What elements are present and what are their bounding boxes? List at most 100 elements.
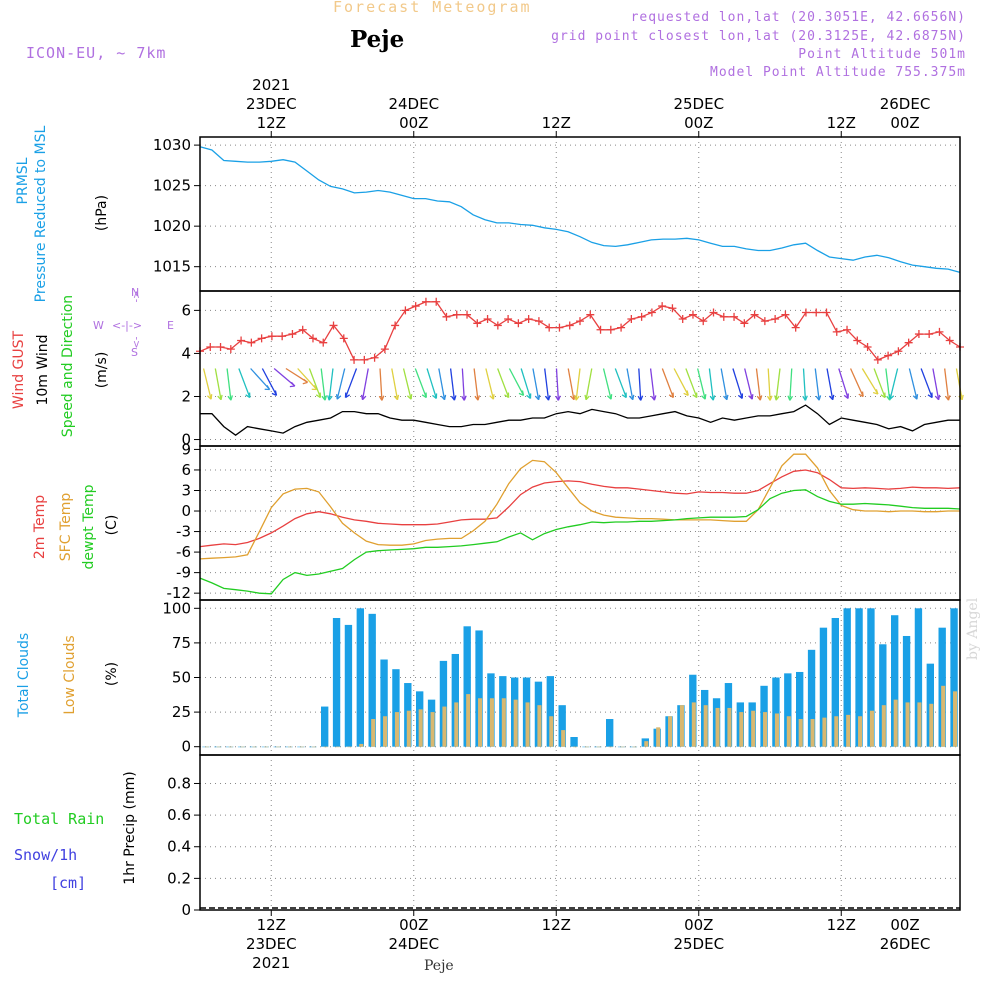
panel-frame-precip: [199, 754, 961, 911]
low-cloud-bar: [834, 716, 839, 747]
gust-marker: [750, 310, 759, 319]
wind-arrow: [328, 368, 334, 401]
low-cloud-bar: [561, 730, 566, 747]
wind-arrow-head: [504, 392, 510, 399]
gust-marker: [339, 334, 348, 343]
low-cloud-bar: [549, 716, 554, 747]
series-line-pressure: [199, 146, 961, 274]
low-cloud-bar: [810, 719, 815, 747]
compass-w: W: [93, 319, 104, 332]
gust-marker: [781, 310, 790, 319]
wind-arrow: [320, 368, 326, 401]
gust-marker: [668, 304, 677, 313]
wind-arrow-head: [335, 394, 342, 400]
time-label-bottom: 12Z: [827, 916, 856, 934]
low-cloud-bar: [240, 746, 245, 748]
gust-marker: [493, 321, 502, 330]
gust-marker: [401, 306, 410, 315]
low-cloud-bar: [478, 698, 483, 747]
point-altitude: Point Altitude 501m: [798, 47, 966, 62]
low-cloud-bar: [216, 746, 221, 748]
time-label-bottom: 12Z: [257, 916, 286, 934]
time-label-top: 00Z: [399, 114, 428, 132]
gust-marker: [514, 319, 523, 328]
y-tick-label: -12: [167, 584, 192, 602]
wind-arrow-head: [217, 394, 223, 401]
gust-marker: [586, 310, 595, 319]
y-tick-label: 1025: [153, 177, 191, 195]
wind-arrow: [697, 368, 706, 400]
y-tick-label: -9: [176, 564, 191, 582]
low-cloud-bar: [822, 717, 827, 747]
wind-arrow: [755, 368, 761, 401]
gust-marker: [596, 325, 605, 334]
wind-arrow-head: [701, 394, 707, 400]
time-label-top: 00Z: [684, 114, 713, 132]
chart-title: Forecast Meteogram: [333, 0, 532, 16]
gust-marker: [226, 345, 235, 354]
wind-arrow: [214, 368, 222, 400]
gust-marker: [206, 342, 215, 351]
wind-arrow-head: [378, 395, 385, 401]
wind-arrow-head: [858, 391, 864, 398]
low-cloud-bar: [953, 691, 958, 747]
wind-arrow-head: [709, 395, 716, 401]
gust-marker: [894, 347, 903, 356]
wind-arrow-head: [555, 395, 561, 401]
low-cloud-bar: [383, 716, 388, 747]
wind-arrow-head: [264, 384, 271, 391]
wind-arrow: [497, 368, 510, 398]
low-cloud-bar: [573, 746, 578, 748]
wind-arrow: [520, 368, 532, 399]
time-label-top: 12Z: [257, 114, 286, 132]
low-cloud-bar: [691, 702, 696, 747]
y-tick-label: 0.2: [167, 869, 191, 887]
wind-arrow-head: [683, 390, 689, 396]
time-label-top: 26DEC: [880, 95, 931, 113]
low-cloud-bar: [798, 719, 803, 747]
wind-arrow-head: [628, 394, 635, 401]
wind-arrow: [361, 368, 369, 400]
time-label-bottom: 12Z: [542, 916, 571, 934]
gust-marker: [832, 327, 841, 336]
low-cloud-bar: [335, 746, 340, 748]
total-cloud-bar: [439, 660, 448, 747]
total-cloud-bar: [855, 608, 863, 747]
low-cloud-bar: [679, 705, 684, 747]
time-label-top: 24DEC: [388, 95, 439, 113]
wind-arrow: [744, 368, 753, 400]
wind-arrow-head: [621, 392, 627, 399]
low-cloud-bar: [858, 716, 863, 747]
gust-marker: [945, 336, 954, 345]
wind-arrow: [861, 368, 879, 395]
wind-arrow-head: [534, 394, 541, 401]
gust-marker: [565, 321, 574, 330]
model-label: ICON-EU, ~ 7km: [26, 44, 167, 62]
gust-marker: [421, 297, 430, 306]
panel-frame-temperature: [199, 445, 961, 601]
gust-marker: [730, 312, 739, 321]
gust-marker: [391, 321, 400, 330]
low-cloud-bar: [786, 716, 791, 747]
wind-arrow-head: [393, 394, 400, 401]
low-cloud-bar: [525, 702, 530, 747]
gust-marker: [771, 314, 780, 323]
wind-arrow-head: [474, 395, 481, 401]
gust-marker: [452, 310, 461, 319]
wind-arrow-head: [489, 394, 495, 400]
total-cloud-bar: [891, 615, 899, 747]
wind-arrow-head: [637, 395, 644, 401]
low-cloud-bar: [418, 709, 423, 747]
gust-marker: [350, 355, 359, 364]
wind-arrow: [585, 368, 593, 400]
time-label-bottom: 24DEC: [388, 935, 439, 953]
wind-arrow-head: [828, 394, 835, 401]
wind-arrow: [775, 368, 781, 401]
y-tick-label: 6: [181, 461, 191, 479]
gust-marker: [524, 314, 533, 323]
wind-arrow-head: [872, 389, 879, 395]
low-cloud-bar: [620, 746, 625, 748]
time-label-top: 2021: [252, 76, 290, 94]
low-cloud-bar: [537, 705, 542, 747]
